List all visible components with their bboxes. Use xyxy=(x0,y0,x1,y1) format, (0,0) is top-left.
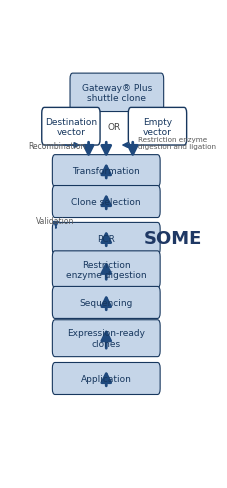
Text: Restriction
enzyme digestion: Restriction enzyme digestion xyxy=(66,260,146,280)
Text: Gateway® Plus
shuttle clone: Gateway® Plus shuttle clone xyxy=(81,83,151,103)
FancyBboxPatch shape xyxy=(52,223,159,255)
Text: Sequencing: Sequencing xyxy=(79,298,132,307)
Text: Validation: Validation xyxy=(35,216,74,225)
Text: Expression-ready
clones: Expression-ready clones xyxy=(67,329,145,348)
Text: Empty
vector: Empty vector xyxy=(142,117,171,137)
Text: Restriction enzyme
digestion and ligation: Restriction enzyme digestion and ligatio… xyxy=(137,137,215,150)
FancyBboxPatch shape xyxy=(52,155,159,187)
FancyBboxPatch shape xyxy=(52,287,159,319)
Text: SOME: SOME xyxy=(143,229,202,247)
FancyBboxPatch shape xyxy=(52,363,159,395)
Text: PCR: PCR xyxy=(97,234,115,244)
FancyBboxPatch shape xyxy=(70,74,163,112)
FancyBboxPatch shape xyxy=(128,108,186,146)
Text: Recombination: Recombination xyxy=(28,141,86,150)
Text: OR: OR xyxy=(107,122,120,131)
Text: Transformation: Transformation xyxy=(72,167,140,176)
Text: Application: Application xyxy=(80,374,131,383)
Text: Destination
vector: Destination vector xyxy=(45,117,96,137)
FancyBboxPatch shape xyxy=(52,186,159,218)
FancyBboxPatch shape xyxy=(52,251,159,288)
FancyBboxPatch shape xyxy=(42,108,100,146)
FancyBboxPatch shape xyxy=(52,320,159,357)
Text: Clone selection: Clone selection xyxy=(71,198,141,206)
